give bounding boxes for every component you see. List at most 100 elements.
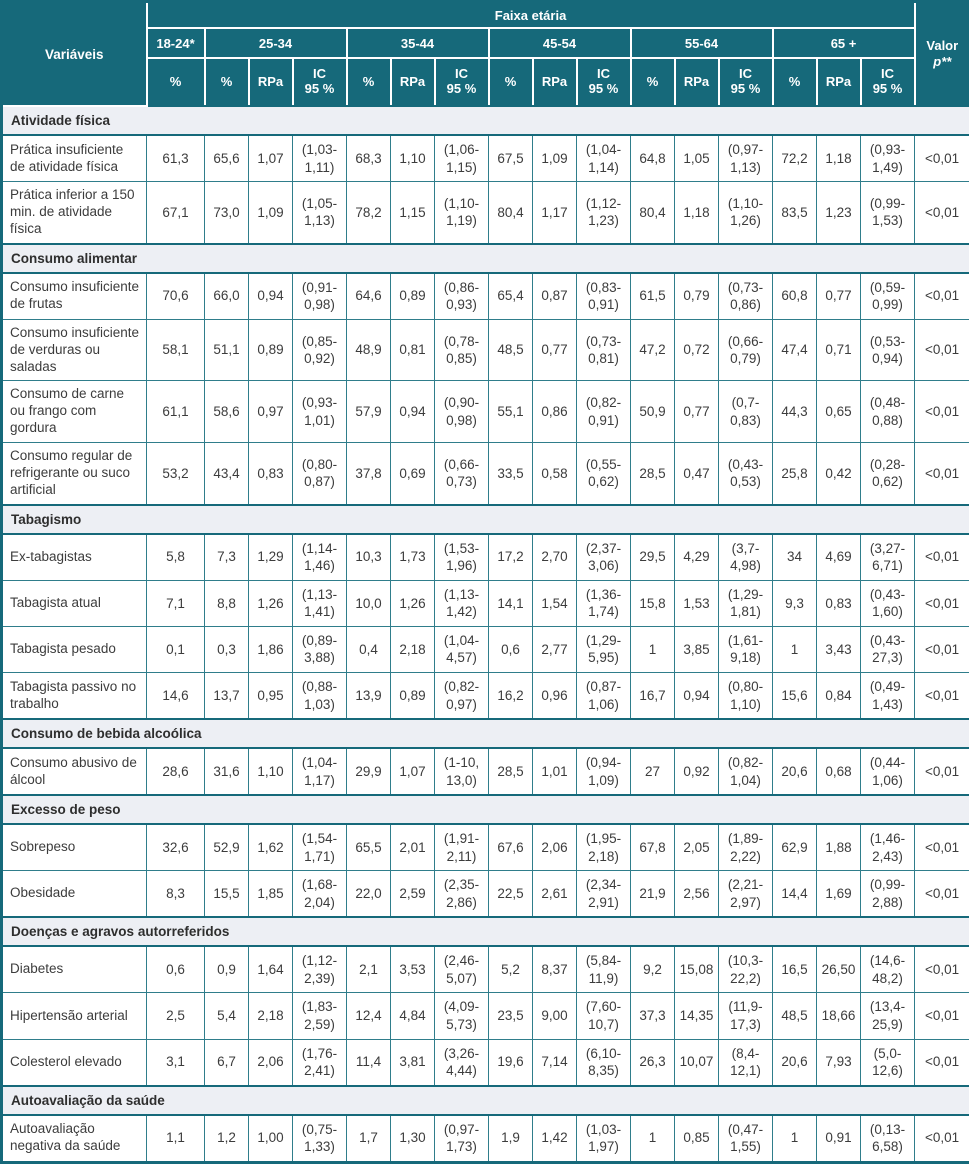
- value-cell: (0,43-0,53): [719, 443, 773, 505]
- value-cell: 3,53: [391, 946, 435, 993]
- pvalue-cell: <0,01: [915, 1039, 969, 1086]
- value-cell: (0,83-0,91): [577, 273, 631, 320]
- value-cell: 47,4: [773, 319, 817, 381]
- value-cell: 7,3: [205, 534, 249, 581]
- value-cell: 48,9: [347, 319, 391, 381]
- value-cell: (0,59-0,99): [861, 273, 915, 320]
- value-cell: 0,68: [817, 748, 861, 795]
- value-cell: 0,42: [817, 443, 861, 505]
- value-cell: 25,8: [773, 443, 817, 505]
- value-cell: 47,2: [631, 319, 675, 381]
- value-cell: 0,6: [489, 626, 533, 672]
- value-cell: (3,27-6,71): [861, 534, 915, 581]
- subheader-cell: IC 95 %: [435, 58, 489, 106]
- subheader-cell: IC 95 %: [861, 58, 915, 106]
- value-cell: 61,3: [147, 135, 205, 182]
- value-cell: (0,28-0,62): [861, 443, 915, 505]
- value-cell: (0,82-0,97): [435, 672, 489, 719]
- value-cell: (7,60-10,7): [577, 993, 631, 1039]
- value-cell: (0,53-0,94): [861, 319, 915, 381]
- value-cell: 16,2: [489, 672, 533, 719]
- section-title: Autoavaliação da saúde: [2, 1086, 969, 1115]
- subheader-cell: IC 95 %: [719, 58, 773, 106]
- pvalue-cell: <0,01: [915, 871, 969, 918]
- value-cell: (0,73-0,81): [577, 319, 631, 381]
- value-cell: (0,43-1,60): [861, 580, 915, 626]
- value-cell: 8,3: [147, 871, 205, 918]
- subheader-cell: %: [489, 58, 533, 106]
- value-cell: (1,68-2,04): [293, 871, 347, 918]
- value-cell: 1,07: [249, 135, 293, 182]
- subheader-cell: RPa: [391, 58, 435, 106]
- subheader-cell: IC 95 %: [577, 58, 631, 106]
- value-cell: 21,9: [631, 871, 675, 918]
- value-cell: (0,44-1,06): [861, 748, 915, 795]
- value-cell: (10,3-22,2): [719, 946, 773, 993]
- value-cell: 6,7: [205, 1039, 249, 1086]
- value-cell: 68,3: [347, 135, 391, 182]
- value-cell: (0,97-1,13): [719, 135, 773, 182]
- value-cell: (0,87-1,06): [577, 672, 631, 719]
- pvalue-cell: <0,01: [915, 273, 969, 320]
- value-cell: (1,61-9,18): [719, 626, 773, 672]
- value-cell: 8,37: [533, 946, 577, 993]
- value-cell: 2,06: [249, 1039, 293, 1086]
- value-cell: 1,10: [249, 748, 293, 795]
- table-row: Prática insuficiente de atividade física…: [2, 135, 969, 182]
- value-cell: 2,59: [391, 871, 435, 918]
- value-cell: (1,95-2,18): [577, 824, 631, 871]
- value-cell: 2,18: [391, 626, 435, 672]
- row-label: Prática inferior a 150 min. de atividade…: [2, 182, 147, 244]
- value-cell: 2,5: [147, 993, 205, 1039]
- value-cell: 20,6: [773, 1039, 817, 1086]
- row-label: Consumo abusivo de álcool: [2, 748, 147, 795]
- pvalue-cell: <0,01: [915, 672, 969, 719]
- pvalue-cell: <0,01: [915, 748, 969, 795]
- value-cell: 1,05: [675, 135, 719, 182]
- value-cell: 73,0: [205, 182, 249, 244]
- section-title: Excesso de peso: [2, 795, 969, 824]
- value-cell: 17,2: [489, 534, 533, 581]
- row-label: Diabetes: [2, 946, 147, 993]
- value-cell: (0,48-0,88): [861, 381, 915, 443]
- row-label: Sobrepeso: [2, 824, 147, 871]
- value-cell: 22,0: [347, 871, 391, 918]
- pvalue-cell: <0,01: [915, 443, 969, 505]
- value-cell: 1,62: [249, 824, 293, 871]
- value-cell: 29,5: [631, 534, 675, 581]
- value-cell: 65,5: [347, 824, 391, 871]
- value-cell: 58,1: [147, 319, 205, 381]
- subheader-cell: RPa: [817, 58, 861, 106]
- row-label: Hipertensão arterial: [2, 993, 147, 1039]
- value-cell: 43,4: [205, 443, 249, 505]
- value-cell: 23,5: [489, 993, 533, 1039]
- section-row: Tabagismo: [2, 505, 969, 534]
- value-cell: 15,08: [675, 946, 719, 993]
- value-cell: 2,77: [533, 626, 577, 672]
- value-cell: 0,83: [817, 580, 861, 626]
- value-cell: 10,0: [347, 580, 391, 626]
- value-cell: (0,80-1,10): [719, 672, 773, 719]
- value-cell: 7,14: [533, 1039, 577, 1086]
- value-cell: 0,72: [675, 319, 719, 381]
- value-cell: (4,09-5,73): [435, 993, 489, 1039]
- value-cell: (1,29-5,95): [577, 626, 631, 672]
- value-cell: 0,89: [391, 273, 435, 320]
- value-cell: 67,8: [631, 824, 675, 871]
- value-cell: 70,6: [147, 273, 205, 320]
- pvalue-cell: <0,01: [915, 824, 969, 871]
- value-cell: 1,73: [391, 534, 435, 581]
- value-cell: (0,78-0,85): [435, 319, 489, 381]
- value-cell: (8,4-12,1): [719, 1039, 773, 1086]
- value-cell: (1,04-1,17): [293, 748, 347, 795]
- value-cell: (0,86-0,93): [435, 273, 489, 320]
- value-cell: 1,15: [391, 182, 435, 244]
- pvalue-cell: <0,01: [915, 626, 969, 672]
